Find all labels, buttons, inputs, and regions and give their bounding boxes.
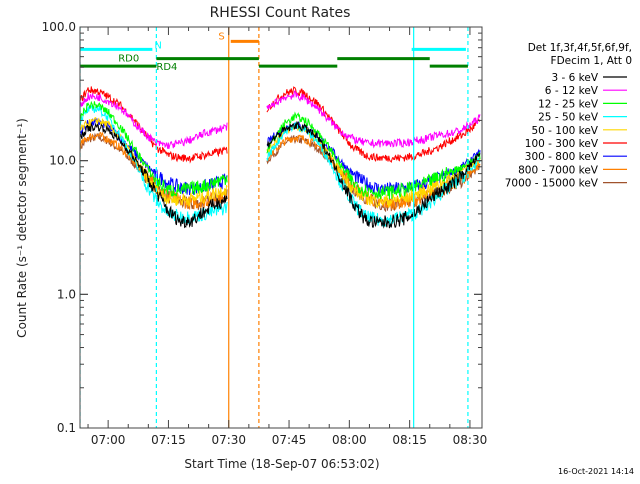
detector-info-line-2: FDecim 1, Att 0 bbox=[551, 55, 632, 67]
legend-label: 7000 - 15000 keV bbox=[505, 178, 599, 190]
legend-label: 25 - 50 keV bbox=[538, 112, 599, 124]
series-line-12-25-keV bbox=[80, 100, 228, 198]
legend-label: 300 - 800 keV bbox=[525, 151, 599, 163]
series-line-3-6-keV bbox=[266, 121, 481, 229]
detector-info-line-1: Det 1f,3f,4f,5f,6f,9f, bbox=[528, 42, 632, 54]
datestamp: 16-Oct-2021 14:14 bbox=[558, 467, 634, 476]
flag-label-N: N bbox=[154, 40, 161, 51]
legend-label: 100 - 300 keV bbox=[525, 138, 599, 150]
plot-frame bbox=[79, 26, 483, 429]
x-tick-label: 07:45 bbox=[272, 433, 307, 447]
series-line-12-25-keV bbox=[266, 111, 481, 200]
chart-title: RHESSI Count Rates bbox=[210, 5, 351, 21]
y-tick-label: 1.0 bbox=[57, 287, 76, 301]
x-tick-label: 07:15 bbox=[151, 433, 186, 447]
series-line-6-12-keV bbox=[80, 92, 228, 150]
x-tick-label: 08:30 bbox=[453, 433, 488, 447]
legend-label: 6 - 12 keV bbox=[545, 85, 599, 97]
flag-label-RD4: RD4 bbox=[156, 62, 177, 73]
x-axis-label: Start Time (18-Sep-07 06:53:02) bbox=[184, 457, 379, 471]
series-line-100-300-keV bbox=[80, 86, 228, 164]
flag-label-S: S bbox=[218, 31, 224, 42]
y-axis-label: Count Rate (s⁻¹ detector segment⁻¹) bbox=[15, 118, 29, 338]
series-line-800-7000-keV bbox=[266, 134, 481, 210]
flag-label-RD0: RD0 bbox=[118, 54, 139, 65]
legend-label: 3 - 6 keV bbox=[551, 72, 598, 84]
y-tick-label: 0.1 bbox=[57, 421, 76, 435]
series-line-6-12-keV bbox=[266, 90, 481, 149]
x-tick-label: 07:30 bbox=[211, 433, 246, 447]
legend-label: 50 - 100 keV bbox=[531, 125, 598, 137]
x-tick-label: 08:15 bbox=[392, 433, 427, 447]
y-tick-label: 100.0 bbox=[42, 20, 76, 34]
series-line-3-6-keV bbox=[80, 122, 228, 229]
x-tick-label: 08:00 bbox=[332, 433, 367, 447]
y-tick-label: 10.0 bbox=[49, 154, 76, 168]
legend-label: 12 - 25 keV bbox=[538, 98, 599, 110]
x-tick-label: 07:00 bbox=[91, 433, 126, 447]
series-line-50-100-keV bbox=[80, 116, 228, 207]
legend-label: 800 - 7000 keV bbox=[518, 164, 599, 176]
